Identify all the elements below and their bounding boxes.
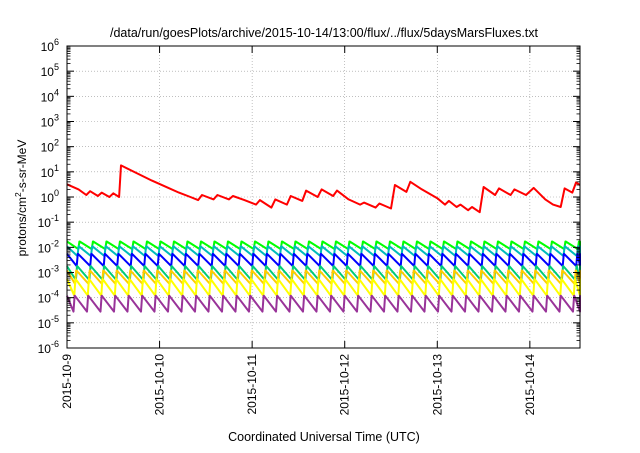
series-line-4 xyxy=(66,252,581,268)
y-axis-label-main: protons/cm xyxy=(15,197,29,256)
x-tick-label: 2015-10-13 xyxy=(430,354,444,416)
y-tick-label: 10-4 xyxy=(38,289,59,306)
y-tick-label: 102 xyxy=(41,138,59,155)
y-tick-label: 10-1 xyxy=(38,213,59,230)
y-axis-label-rest: -s-sr-MeV xyxy=(15,140,29,193)
chart-series xyxy=(66,164,581,313)
y-tick-label: 10-2 xyxy=(38,238,59,255)
y-tick-label: 104 xyxy=(41,87,59,104)
series-line-2 xyxy=(66,240,581,251)
x-tick-label: 2015-10-11 xyxy=(245,354,259,415)
y-axis-label-sup: 2 xyxy=(13,192,23,197)
x-tick-label: 2015-10-14 xyxy=(523,354,537,416)
series-line-6 xyxy=(66,269,581,285)
chart-title: /data/run/goesPlots/archive/2015-10-14/1… xyxy=(110,26,539,40)
x-tick-label: 2015-10-9 xyxy=(60,354,74,409)
series-line-1 xyxy=(66,164,581,214)
x-tick-label: 2015-10-10 xyxy=(153,354,167,416)
x-axis-label: Coordinated Universal Time (UTC) xyxy=(228,430,420,444)
y-tick-label: 10-5 xyxy=(38,314,59,331)
x-tick-label: 2015-10-12 xyxy=(338,354,352,416)
series-line-7 xyxy=(66,278,581,297)
y-tick-label: 100 xyxy=(41,188,59,205)
y-tick-label: 10-3 xyxy=(38,264,59,281)
y-tick-label: 10-6 xyxy=(38,339,59,356)
y-tick-label: 101 xyxy=(41,163,59,180)
series-line-3 xyxy=(66,245,581,258)
y-tick-label: 105 xyxy=(41,62,59,79)
y-tick-label: 106 xyxy=(41,37,59,54)
series-line-8 xyxy=(66,294,581,313)
y-tick-label: 103 xyxy=(41,113,59,130)
y-axis-label: protons/cm2-s-sr-MeV xyxy=(13,140,29,257)
chart-ticks: 10-6 10-5 10-4 10-3 10-2 10-1 100 101 102 103 104 1… xyxy=(38,37,580,415)
